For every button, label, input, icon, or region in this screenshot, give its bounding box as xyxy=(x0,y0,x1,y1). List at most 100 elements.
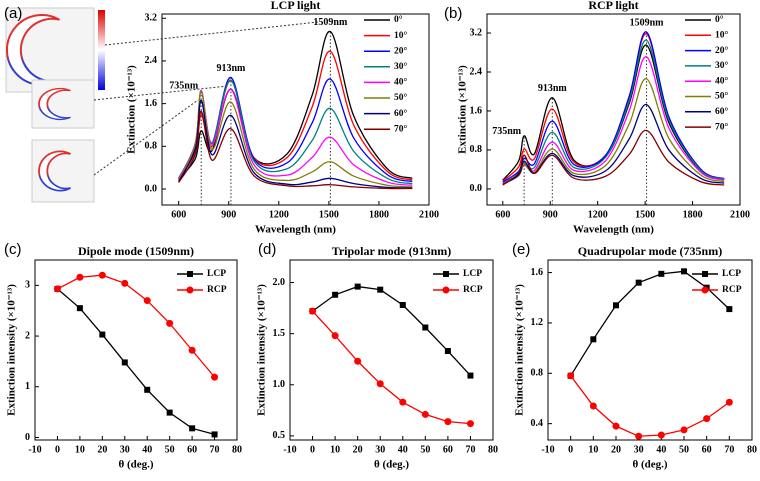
y-tick-label: 1.5 xyxy=(273,328,286,339)
marker xyxy=(143,297,151,305)
annotation: 735nm xyxy=(169,81,199,92)
legend-label: 60° xyxy=(394,108,408,119)
x-tick-label: 30 xyxy=(634,444,644,455)
marker xyxy=(567,372,575,380)
legend-marker xyxy=(701,286,709,294)
marker xyxy=(53,285,61,293)
x-tick-label: 10 xyxy=(330,444,340,455)
legend-label: 60° xyxy=(715,106,729,117)
panel: (d) Tripolar mode (913nm) -10 0 10 20 30 40 50 60… xyxy=(256,241,498,471)
chart-title: Dipole mode (1509nm) xyxy=(78,244,194,258)
x-axis-title: Wavelength (nm) xyxy=(573,224,654,236)
x-tick-label: 2100 xyxy=(730,209,750,220)
plot-frame xyxy=(161,13,430,206)
marker xyxy=(399,398,407,406)
panel-label: (d) xyxy=(258,241,276,258)
y-tick-label: 1.2 xyxy=(531,317,544,328)
y-tick-label: 3 xyxy=(25,280,30,291)
y-tick-label: 3.2 xyxy=(470,27,483,38)
chart-title: LCP light xyxy=(271,0,321,12)
marker xyxy=(144,386,151,393)
x-tick-label: 70 xyxy=(724,444,734,455)
marker xyxy=(466,420,474,428)
y-tick-label: 1 xyxy=(25,381,30,392)
panel-label: (c) xyxy=(4,241,22,258)
y-axis-title: Extinction intensity (×10⁻¹³) xyxy=(6,284,18,416)
y-tick-label: 1.0 xyxy=(273,379,286,390)
legend-label: 10° xyxy=(394,30,408,41)
y-tick-label: 0.8 xyxy=(145,141,158,152)
pointer-line xyxy=(104,21,319,46)
y-axis-title: Extinction intensity (×10⁻¹³) xyxy=(256,284,268,416)
marker xyxy=(681,268,687,275)
x-tick-label: 0 xyxy=(310,444,315,455)
y-tick-label: 1.6 xyxy=(470,105,483,116)
plot-frame xyxy=(34,259,238,441)
x-tick-label: 60 xyxy=(187,444,197,455)
plot-frame xyxy=(547,259,753,441)
marker xyxy=(726,306,733,313)
legend-label: 50° xyxy=(715,91,729,102)
x-tick-label: 1200 xyxy=(269,209,289,220)
x-tick-label: 0 xyxy=(55,444,60,455)
series-line xyxy=(178,110,413,190)
marker xyxy=(635,432,643,440)
x-tick-label: 1800 xyxy=(369,209,389,220)
legend-label: 20° xyxy=(394,45,408,56)
x-tick-label: 600 xyxy=(171,209,186,220)
x-tick-label: 10 xyxy=(75,444,85,455)
marker xyxy=(331,332,339,340)
y-tick-label: 0.8 xyxy=(531,368,544,379)
y-tick-label: 0.4 xyxy=(531,418,544,429)
y-axis-title: Extinction (×10⁻¹³) xyxy=(126,65,138,154)
marker xyxy=(725,398,733,406)
legend-label: RCP xyxy=(207,285,227,295)
x-axis-title: θ (deg.) xyxy=(118,459,153,471)
legend-label: 10° xyxy=(715,29,729,40)
marker xyxy=(377,286,384,293)
x-tick-label: 1500 xyxy=(319,209,339,220)
x-tick-label: 40 xyxy=(398,444,408,455)
x-tick-label: 1800 xyxy=(683,209,703,220)
panel: (a) LCP light 600 900 1200 1500 1800 2100 0.0 0.8… xyxy=(4,0,439,236)
annotation: 913nm xyxy=(538,83,568,94)
marker xyxy=(590,336,597,343)
marker xyxy=(376,380,384,388)
marker xyxy=(166,319,174,327)
panel-label: (a) xyxy=(4,5,22,22)
legend-label: RCP xyxy=(722,285,742,295)
marker xyxy=(421,410,429,418)
legend-label: LCP xyxy=(722,269,741,279)
x-tick-label: 80 xyxy=(232,444,242,455)
x-tick-label: 30 xyxy=(120,444,130,455)
x-tick-label: 70 xyxy=(210,444,220,455)
x-tick-label: 40 xyxy=(656,444,666,455)
x-axis-title: θ (deg.) xyxy=(632,459,667,471)
x-tick-label: 900 xyxy=(543,209,558,220)
x-tick-label: 2100 xyxy=(419,209,439,220)
chart-title: RCP light xyxy=(588,0,638,12)
insets xyxy=(5,7,319,203)
x-axis-title: Wavelength (nm) xyxy=(255,224,336,236)
x-tick-label: 50 xyxy=(165,444,175,455)
legend-label: 0° xyxy=(394,14,403,25)
series-line xyxy=(178,50,413,181)
y-tick-label: 0.0 xyxy=(470,183,483,194)
marker xyxy=(658,270,665,277)
marker xyxy=(332,291,339,298)
marker xyxy=(309,307,317,315)
series-line xyxy=(570,375,730,437)
x-tick-label: 70 xyxy=(465,444,475,455)
series-line xyxy=(502,103,725,186)
legend-label: 40° xyxy=(394,77,408,88)
x-tick-label: 60 xyxy=(702,444,712,455)
y-axis-title: Extinction (×10⁻¹³) xyxy=(457,65,469,154)
panel-label: (b) xyxy=(444,5,462,22)
panel: (c) Dipole mode (1509nm)-10 0 10 20 30 40 50 60 7… xyxy=(4,241,242,471)
x-tick-label: 0 xyxy=(568,444,573,455)
annotation: 1509nm xyxy=(630,17,665,28)
chart-title: Tripolar mode (913nm) xyxy=(332,244,452,258)
y-tick-label: 0 xyxy=(25,432,30,443)
series-line xyxy=(502,56,725,185)
